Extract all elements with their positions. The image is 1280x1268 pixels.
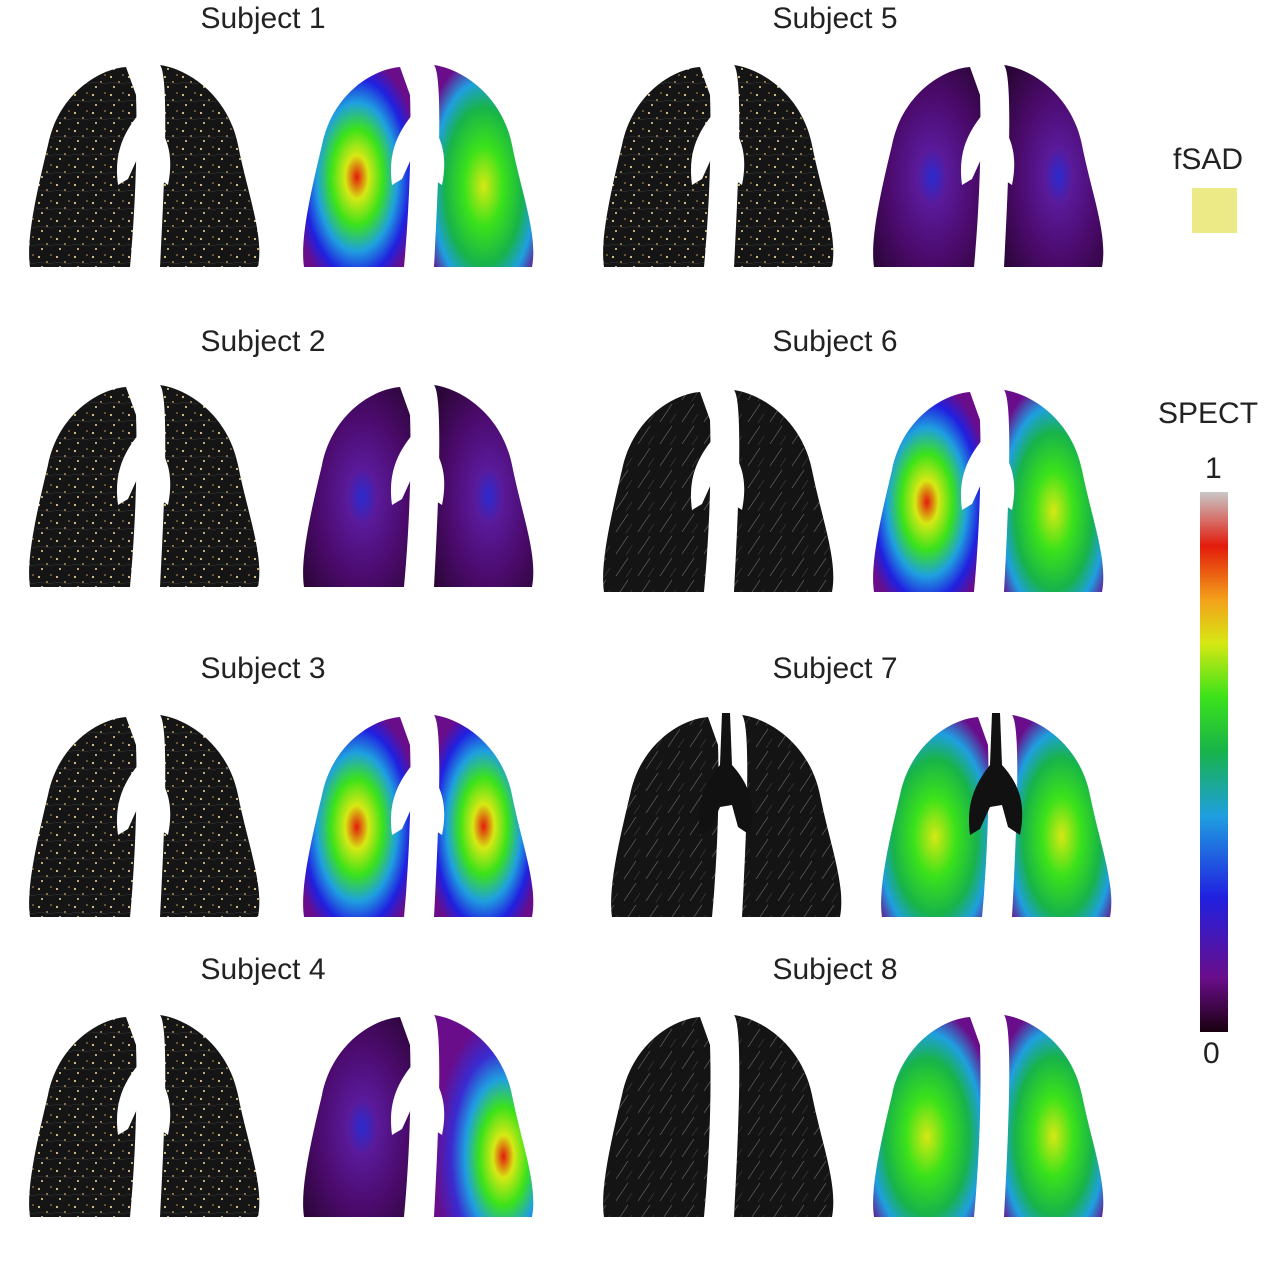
ct-image-subject-8 [603,1015,834,1217]
ct-image-subject-6 [603,388,834,592]
panel-title-subject-7: Subject 7 [772,652,898,685]
spect-image-subject-3 [303,713,534,917]
panel-title-subject-2: Subject 2 [200,325,326,358]
panel-title-subject-6: Subject 6 [772,325,898,358]
spect-image-subject-7 [881,713,1112,917]
panel-title-subject-4: Subject 4 [200,953,326,986]
panel-title-subject-5: Subject 5 [772,2,898,35]
ct-image-subject-5 [603,63,834,267]
spect-image-subject-6 [873,388,1104,592]
spect-image-subject-4 [303,1013,534,1217]
ct-image-subject-2 [29,383,260,587]
spect-min-tick: 0 [1203,1037,1220,1070]
fsad-legend-swatch [1192,188,1237,233]
spect-max-tick: 1 [1205,452,1222,485]
ct-image-subject-7 [611,713,842,917]
panel-title-subject-3: Subject 3 [200,652,326,685]
ct-image-subject-1 [29,63,260,267]
panel-title-subject-8: Subject 8 [772,953,898,986]
spect-image-subject-5 [873,63,1104,267]
panel-title-subject-1: Subject 1 [200,2,326,35]
spect-image-subject-8 [873,1015,1104,1217]
spect-image-subject-1 [303,63,534,267]
ct-image-subject-3 [29,713,260,917]
fsad-legend-label: fSAD [1173,143,1244,176]
ct-image-subject-4 [29,1013,260,1217]
spect-colorbar [1200,492,1228,1032]
spect-legend-label: SPECT [1158,397,1259,430]
spect-image-subject-2 [303,383,534,587]
